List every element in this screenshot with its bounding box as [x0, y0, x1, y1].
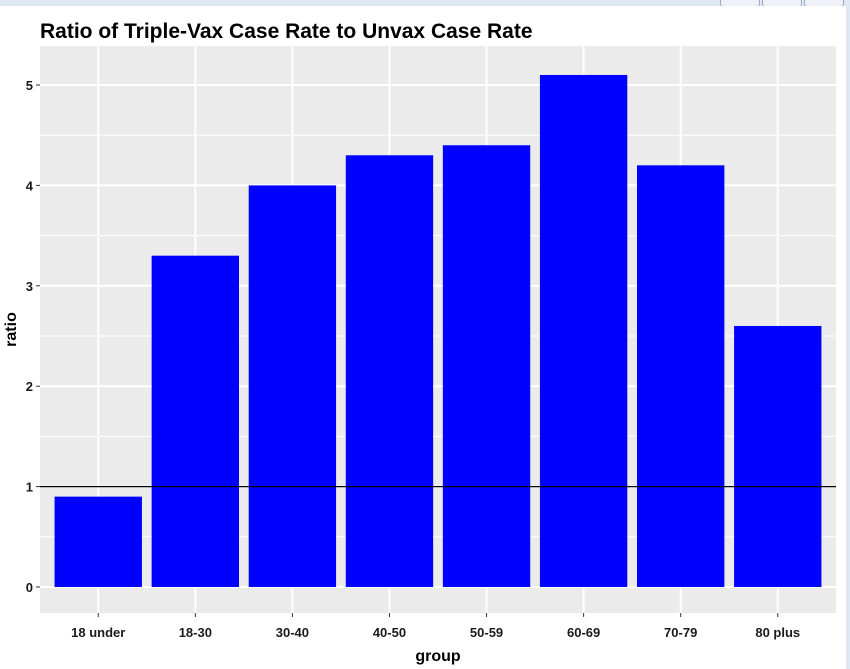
bar-50-59 — [442, 145, 531, 588]
bar-70-79 — [637, 165, 725, 587]
y-axis-label: ratio — [3, 312, 20, 347]
y-tick-label: 1 — [26, 480, 33, 495]
window-right-border — [846, 0, 850, 669]
x-tick-label: 40-50 — [373, 625, 406, 640]
x-tick-label: 30-40 — [276, 625, 309, 640]
x-tick-label: 80 plus — [755, 625, 800, 640]
bar-60-69 — [539, 74, 628, 587]
x-axis-ticks: 18 under 18-30 30-40 40-50 50-59 60-69 70-79 80… — [71, 613, 800, 640]
x-tick-label: 18-30 — [179, 625, 212, 640]
y-tick-label: 3 — [26, 279, 33, 294]
x-axis-label: group — [415, 648, 461, 665]
y-tick-label: 2 — [26, 379, 33, 394]
bar-30-40 — [248, 185, 337, 587]
bar-18-under — [54, 496, 142, 587]
bar-40-50 — [345, 155, 434, 587]
x-tick-label: 18 under — [71, 625, 125, 640]
y-axis-ticks: 0 1 2 3 4 5 — [26, 78, 40, 595]
bar-18-30 — [151, 255, 239, 587]
bars — [54, 74, 822, 588]
bar-80-plus — [734, 325, 822, 587]
x-tick-label: 70-79 — [664, 625, 697, 640]
x-tick-label: 60-69 — [567, 625, 600, 640]
x-tick-label: 50-59 — [470, 625, 503, 640]
y-tick-label: 4 — [26, 178, 34, 193]
y-tick-label: 5 — [26, 78, 33, 93]
y-tick-label: 0 — [26, 580, 33, 595]
window-top-bar — [0, 0, 850, 6]
chart-title: Ratio of Triple-Vax Case Rate to Unvax C… — [40, 20, 533, 43]
